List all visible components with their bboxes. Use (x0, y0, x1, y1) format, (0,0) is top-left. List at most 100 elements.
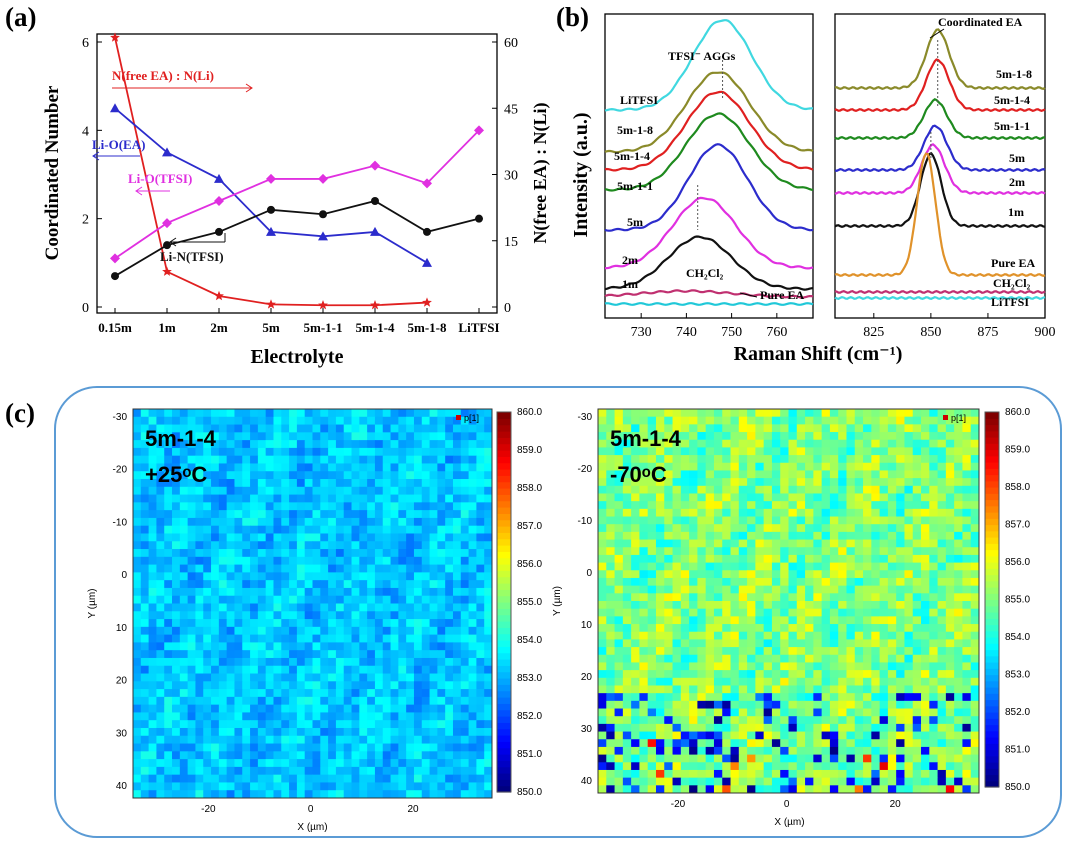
heatmap-cell (722, 447, 732, 456)
colorbar-segment (985, 674, 999, 682)
heatmap-cell (234, 510, 243, 519)
heatmap-cell (962, 554, 972, 564)
heatmap-cell (148, 424, 157, 433)
heatmap-cell (390, 432, 399, 441)
heatmap-cell (713, 493, 723, 502)
heatmap-cell (140, 642, 150, 651)
heatmap-cell (211, 447, 220, 457)
heatmap-cell (722, 501, 732, 510)
heatmap-cell (647, 785, 657, 794)
colorbar-segment (985, 455, 999, 463)
heatmap-cell (133, 595, 142, 604)
heatmap-cell (863, 547, 872, 556)
heatmap-cell (328, 681, 337, 690)
heatmap-cell (689, 577, 698, 587)
heatmap-cell (680, 647, 690, 656)
heatmap-cell (382, 626, 392, 636)
heatmap-cell (705, 762, 715, 771)
heatmap-cell (929, 470, 939, 479)
spectrum-curve (604, 71, 814, 154)
heatmap-cell (689, 516, 698, 525)
annotation-label-0: N(free EA) : N(Li) (112, 68, 214, 83)
heatmap-cell (429, 712, 438, 721)
heatmap-cell (945, 762, 955, 771)
heatmap-cell (705, 777, 715, 786)
heatmap-cell (622, 777, 632, 786)
heatmap-cell (133, 634, 142, 643)
heatmap-cell (460, 463, 470, 472)
heatmap-cell (655, 508, 665, 518)
heatmap-cell (164, 704, 173, 713)
heatmap-cell (468, 502, 477, 511)
heatmap-cell (929, 455, 939, 464)
heatmap-cell (763, 616, 773, 625)
data-point-circle (111, 272, 119, 281)
heatmap-cell (351, 743, 360, 752)
heatmap-cell (242, 611, 251, 620)
heatmap-cell (929, 462, 939, 471)
heatmap-cell (904, 616, 914, 625)
heatmap-cell (813, 562, 823, 571)
heatmap-cell (179, 447, 189, 457)
heatmap-cell (421, 735, 431, 745)
heatmap-cell (838, 447, 847, 456)
heatmap-cell (437, 533, 446, 542)
heatmap-cell (250, 486, 259, 496)
heatmap-cell (879, 700, 889, 710)
heatmap-cell (962, 501, 972, 510)
heatmap-cell (730, 562, 740, 571)
heatmap-cell (879, 516, 889, 525)
heatmap-cell (484, 727, 493, 737)
heatmap-cell (429, 455, 438, 464)
heatmap-cell (250, 541, 259, 550)
heatmap-cell (639, 577, 649, 587)
heatmap-cell (460, 409, 470, 418)
heatmap-cell (218, 673, 228, 682)
heatmap-cell (390, 424, 399, 433)
heatmap-cell (203, 424, 212, 433)
heatmap-cell (172, 549, 181, 558)
heatmap-cell (954, 409, 963, 418)
colorbar-segment (497, 513, 511, 521)
heatmap-cell (863, 585, 872, 594)
heatmap-cell (962, 731, 972, 740)
x-tick-label: 20 (407, 804, 419, 815)
heatmap-cell (343, 650, 353, 659)
heatmap-cell (887, 754, 897, 763)
heatmap-cell (639, 647, 649, 656)
heatmap-cell (179, 486, 189, 496)
heatmap-cell (945, 624, 955, 633)
spectrum-curve (834, 151, 1046, 228)
heatmap-cell (829, 439, 839, 448)
heatmap-cell (921, 769, 930, 779)
heatmap-cell (722, 746, 732, 756)
colorbar-segment (985, 530, 999, 538)
heatmap-cell (429, 704, 438, 713)
heatmap-cell (788, 593, 798, 602)
heatmap-cell (813, 516, 823, 525)
colorbar-segment (985, 662, 999, 669)
curve-label: LiTFSI (991, 295, 1029, 309)
heatmap-cell (622, 593, 632, 602)
heatmap-cell (476, 611, 485, 620)
heatmap-cell (763, 439, 773, 448)
heatmap-cell (226, 650, 235, 659)
heatmap-cell (343, 712, 353, 721)
heatmap-cell (970, 608, 980, 617)
heatmap-cell (912, 424, 922, 433)
heatmap-cell (970, 716, 980, 725)
heatmap-cell (406, 549, 415, 558)
heatmap-cell (476, 541, 485, 550)
heatmap-cell (805, 708, 814, 717)
heatmap-cell (390, 587, 399, 597)
heatmap-cell (598, 670, 607, 679)
heatmap-cell (187, 642, 196, 651)
heatmap-cell (195, 564, 204, 573)
heatmap-cell (829, 601, 839, 610)
heatmap-cell (896, 493, 905, 502)
heatmap-cell (639, 708, 649, 717)
heatmap-cell (821, 739, 831, 748)
heatmap-cell (172, 743, 181, 752)
heatmap-cell (476, 642, 485, 651)
heatmap-cell (962, 754, 972, 763)
